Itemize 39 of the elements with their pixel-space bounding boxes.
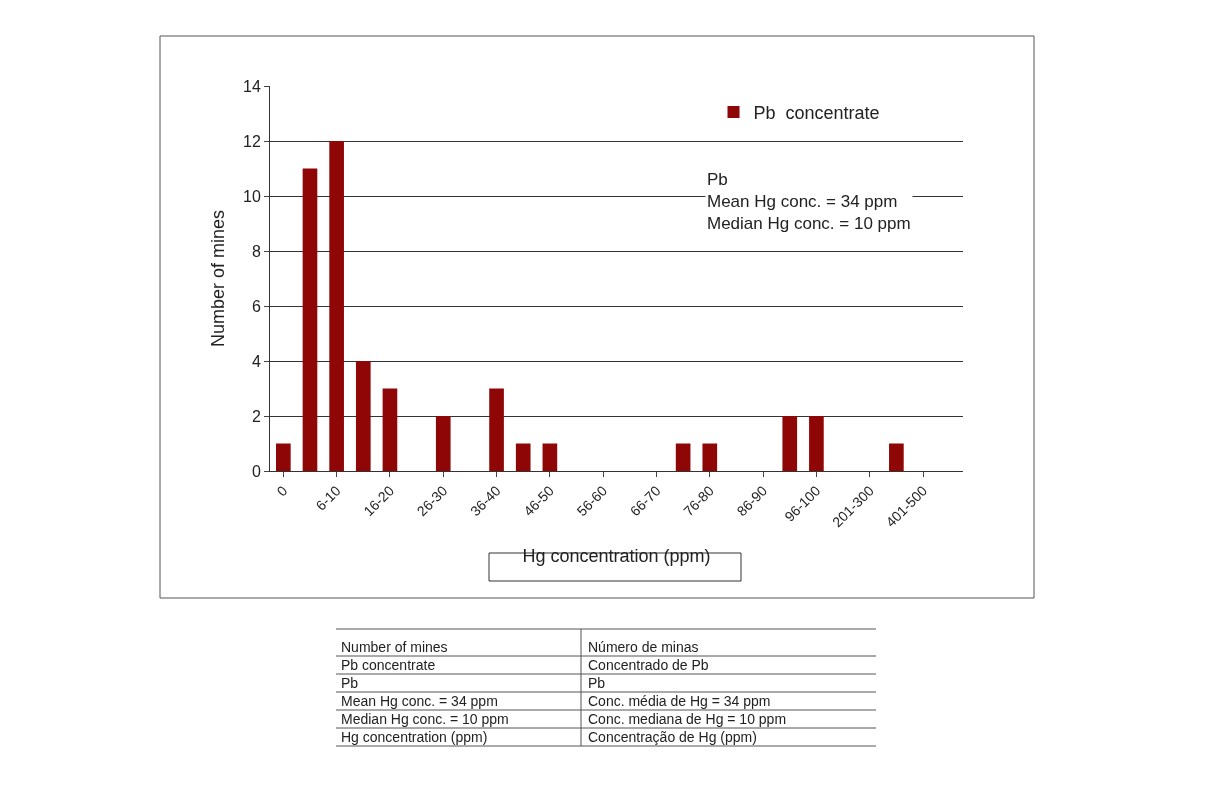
bar: [435, 416, 451, 471]
bar: [675, 443, 691, 471]
y-tick-label: 14: [243, 77, 261, 95]
bar: [889, 443, 904, 471]
x-tick-label: 0: [273, 482, 291, 500]
y-tick-label: 2: [251, 407, 261, 425]
text: Hg concentration (ppm): [341, 729, 488, 745]
bar: [782, 416, 798, 471]
text: Conc. média de Hg = 34 ppm: [588, 693, 771, 709]
text: Mean Hg conc. = 34 ppm: [341, 693, 498, 709]
y-tick-label: 6: [251, 297, 261, 315]
y-tick-label: 4: [251, 352, 261, 370]
y-tick-label: 8: [251, 242, 261, 260]
bar: [302, 168, 318, 471]
text: Pb concentrate: [341, 657, 436, 673]
bar: [702, 443, 718, 471]
bar: [489, 388, 504, 471]
legend-label: Pb concentrate: [753, 102, 880, 123]
bar: [276, 443, 291, 471]
y-axis-title: Number of mines: [208, 209, 228, 348]
text: Median Hg conc. = 10 ppm: [341, 711, 509, 727]
y-tick-label: 10: [243, 187, 261, 205]
text: Number of mines: [341, 639, 448, 655]
text: Concentração de Hg (ppm): [588, 729, 757, 745]
y-tick-label: 12: [243, 132, 261, 150]
bar: [542, 443, 558, 471]
text: Concentrado de Pb: [588, 657, 709, 673]
bar: [382, 388, 398, 471]
text: Conc. mediana de Hg = 10 ppm: [588, 711, 787, 727]
y-tick-label: 0: [251, 462, 261, 480]
bar: [329, 141, 344, 471]
bar: [515, 443, 531, 471]
bar: [809, 416, 824, 471]
text: Pb: [588, 675, 606, 691]
text: Pb: [341, 675, 359, 691]
bar: [355, 361, 371, 471]
annotation: Pb Mean Hg conc. = 34 ppm Median Hg conc. = 10 ppm: [707, 170, 911, 234]
x-axis-title: Hg concentration (ppm): [522, 546, 711, 567]
text: Número de minas: [588, 639, 699, 655]
